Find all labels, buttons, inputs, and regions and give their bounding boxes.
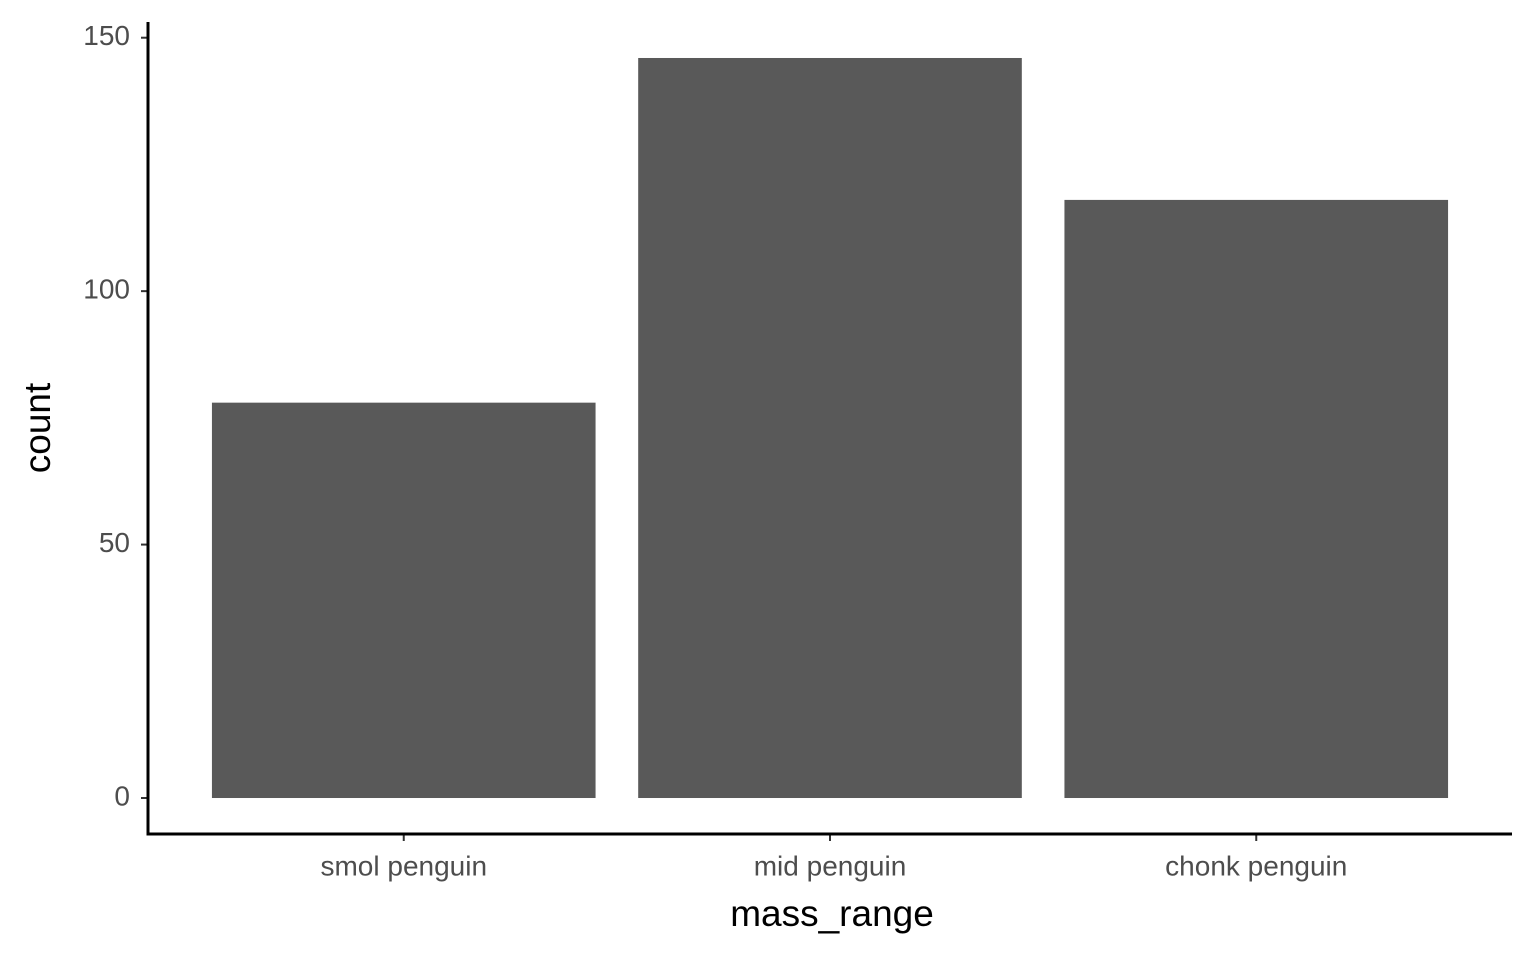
y-tick-label: 50 (99, 527, 130, 558)
y-tick-label: 100 (83, 274, 130, 305)
x-tick-label: smol penguin (320, 850, 487, 881)
bar (211, 402, 596, 799)
y-axis-title: count (17, 382, 58, 473)
bar (1064, 199, 1449, 799)
x-axis-title: mass_range (730, 893, 934, 934)
y-tick-label: 150 (83, 20, 130, 51)
x-tick-label: chonk penguin (1165, 850, 1347, 881)
x-tick-label: mid penguin (754, 850, 907, 881)
bar (638, 57, 1022, 799)
y-tick-label: 0 (114, 780, 130, 811)
